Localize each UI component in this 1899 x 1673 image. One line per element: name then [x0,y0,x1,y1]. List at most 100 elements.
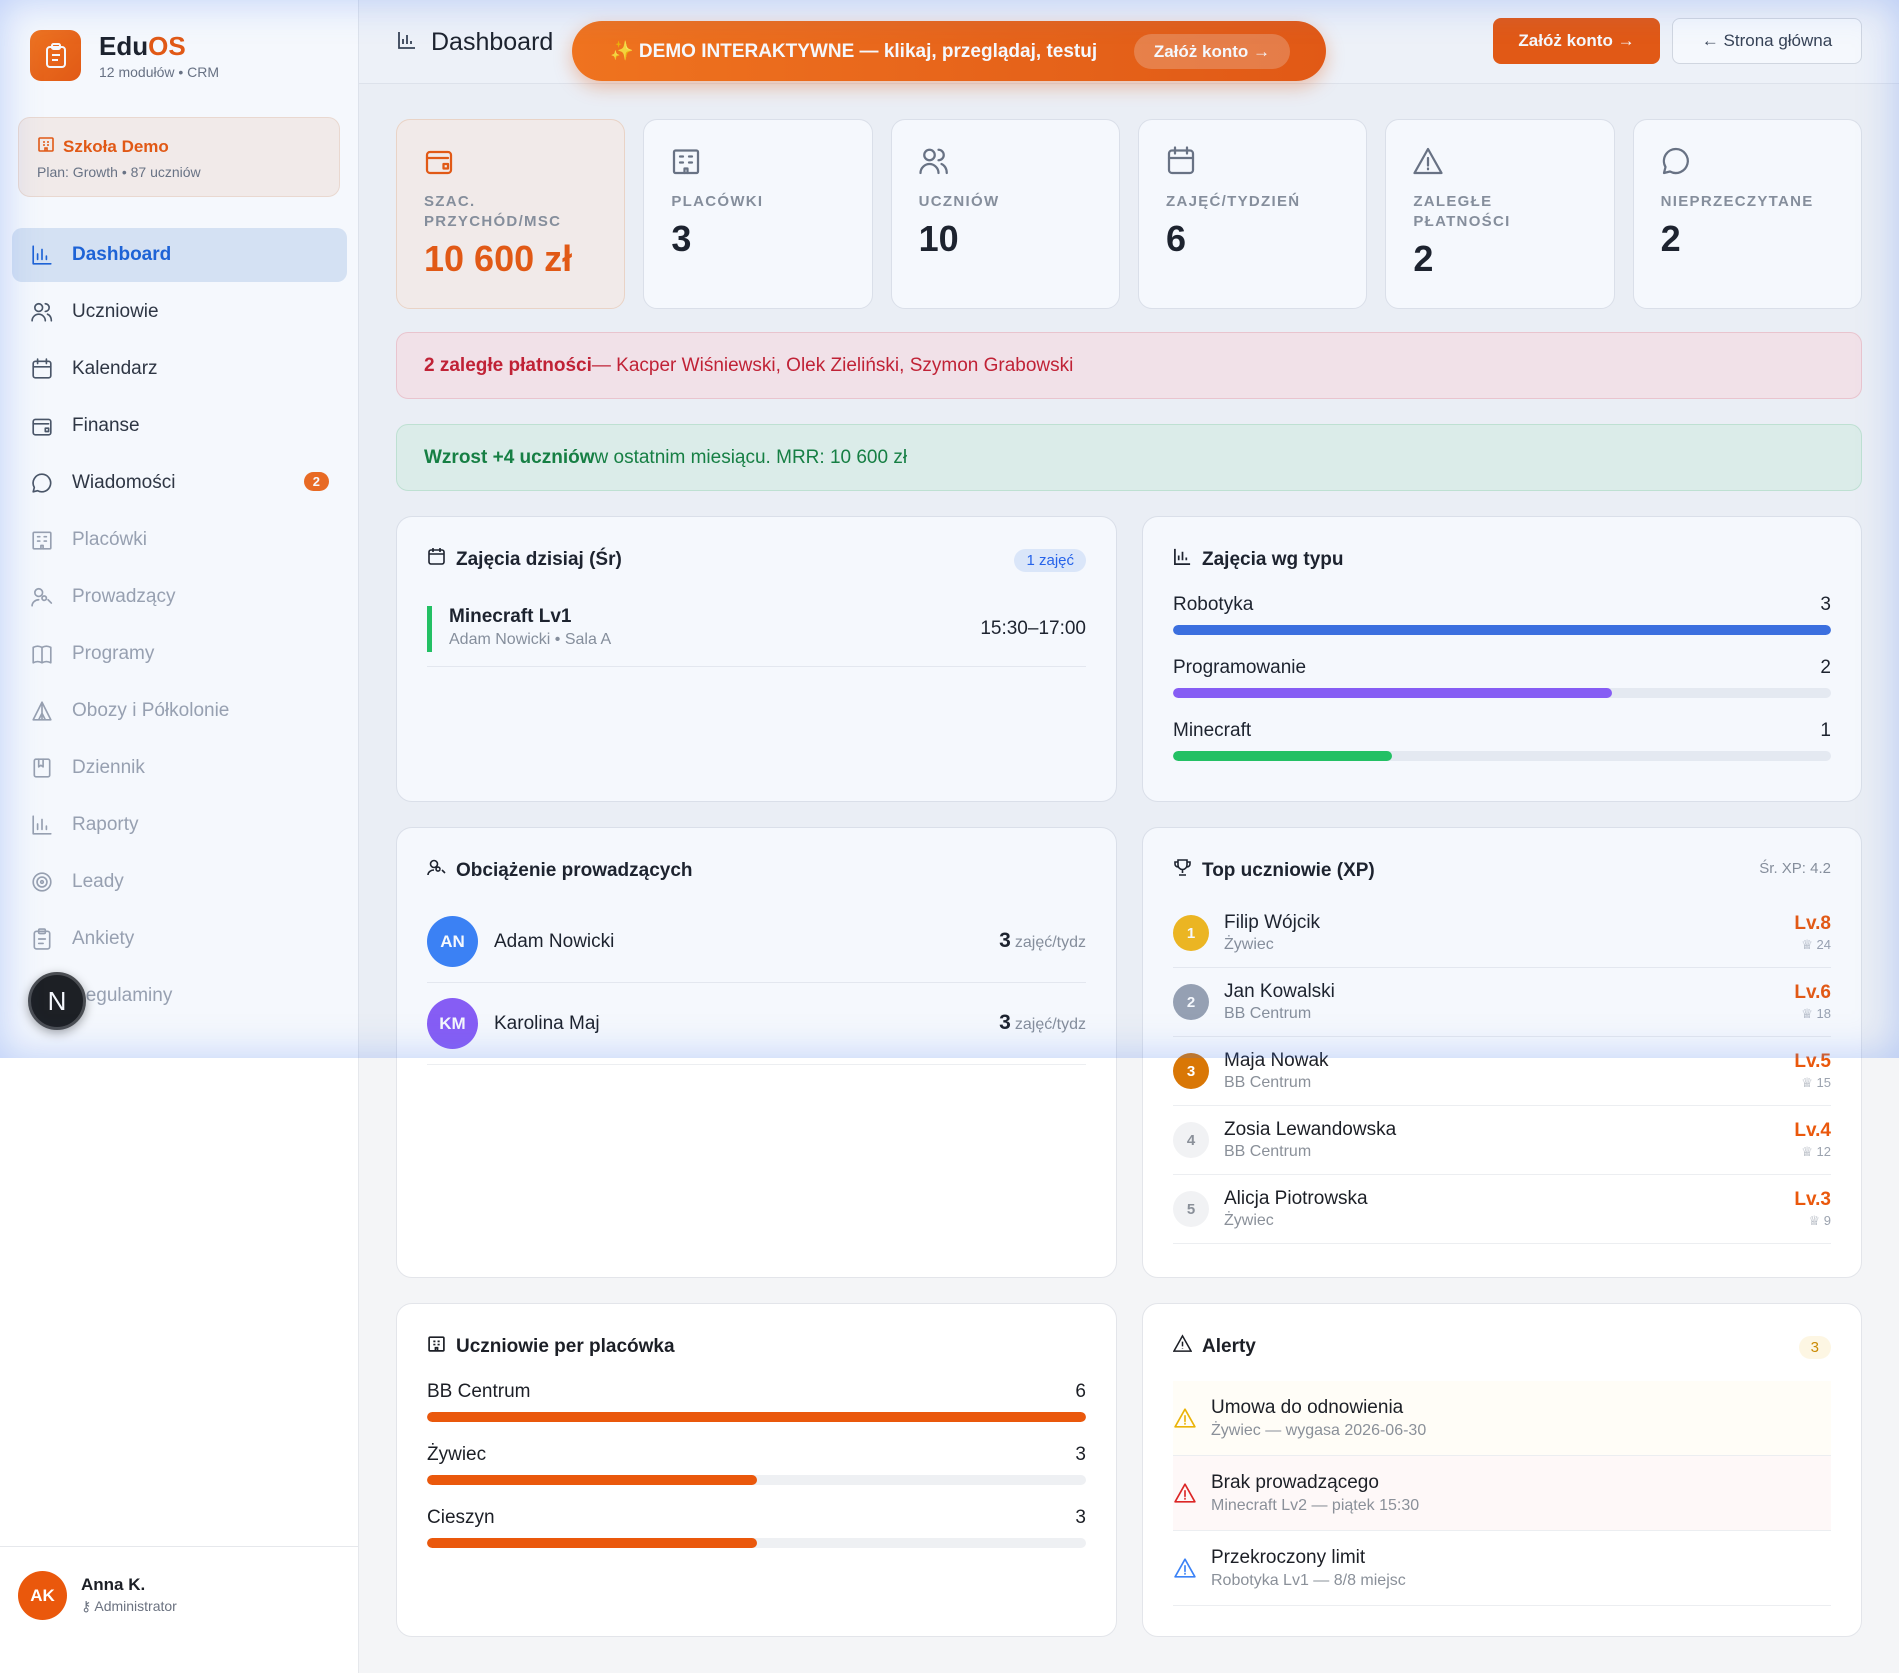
users-icon [30,300,54,324]
sidebar-item-wiadomości[interactable]: Wiadomości 2 [12,456,347,510]
bar-track [1173,751,1831,761]
class-details: Adam Nowicki • Sala A [449,631,612,648]
teacher-row[interactable]: KM Karolina Maj 3 zajęć/tydz [427,983,1086,1065]
alert-item[interactable]: Umowa do odnowienia Żywiec — wygasa 2026-… [1173,1381,1831,1456]
message-icon [30,471,54,495]
student-level: Lv.6 [1794,982,1831,1003]
class-item[interactable]: Minecraft Lv1 Adam Nowicki • Sala A 15:30–… [427,606,1086,652]
avg-xp-label: Śr. XP: 4.2 [1759,860,1831,877]
stat-card[interactable]: ZAJĘĆ/TYDZIEŃ 6 [1137,119,1368,309]
stat-value: 2 [1413,238,1434,279]
clipboard-icon [30,30,81,81]
building-icon [37,135,55,158]
sidebar-item-finanse[interactable]: Finanse [12,399,347,453]
student-level: Lv.5 [1794,1051,1831,1072]
sidebar-item-raporty[interactable]: Raporty [12,798,347,852]
trophy-icon: ♕ [1801,1006,1817,1021]
stat-card[interactable]: UCZNIÓW 10 [890,119,1120,309]
sidebar-item-dashboard[interactable]: Dashboard [12,228,347,282]
school-card[interactable]: Szkoła Demo Plan: Growth • 87 uczniów [18,117,340,197]
brand-name: EduOS [99,31,186,61]
sidebar-item-uczniowie[interactable]: Uczniowie [12,285,347,339]
stat-card[interactable]: NIEPRZECZYTANE 2 [1632,119,1862,309]
student-location: Żywiec [1224,1212,1274,1229]
stat-label: NIEPRZECZYTANE [1660,193,1814,210]
stat-value: 2 [1660,218,1681,259]
top-students-panel: Top uczniowie (XP) Śr. XP: 4.2 1 Filip Wó… [1142,827,1862,1278]
sidebar-item-obozy-i-półkolonie[interactable]: Obozy i Półkolonie [12,684,347,738]
trophy-icon [1173,858,1192,883]
user-box[interactable]: AK Anna K. ⚷ Administrator [0,1546,359,1673]
alert-details: Minecraft Lv2 — piątek 15:30 [1211,1496,1420,1514]
student-level: Lv.3 [1794,1189,1831,1210]
building-icon [427,1334,446,1359]
bar-row: BB Centrum 6 [427,1381,1086,1422]
student-xp: ♕ 9 [1808,1213,1831,1228]
student-xp: ♕ 24 [1801,937,1831,952]
student-row[interactable]: 4 Zosia Lewandowska BB Centrum Lv.4 ♕ 12 [1173,1106,1831,1175]
trophy-icon: ♕ [1801,937,1817,952]
student-row[interactable]: 3 Maja Nowak BB Centrum Lv.5 ♕ 15 [1173,1037,1831,1106]
sidebar-item-label: Dashboard [72,244,172,265]
alert-item[interactable]: Przekroczony limit Robotyka Lv1 — 8/8 mie… [1173,1531,1831,1606]
avatar: KM [427,998,478,1049]
stats-row: SZAC. PRZYCHÓD/MSC 10 600 zł PLACÓWKI 3 UCZN… [396,119,1862,309]
overdue-payments-alert[interactable]: 2 zaległe płatności — Kacper Wiśniewski,… [396,332,1862,399]
alert-item[interactable]: Brak prowadzącego Minecraft Lv2 — piątek … [1173,1456,1831,1531]
stat-card[interactable]: SZAC. PRZYCHÓD/MSC 10 600 zł [396,119,626,309]
classes-by-type-panel: Zajęcia wg typu Robotyka 3 Programowanie 2 M… [1142,516,1862,802]
stat-label: ZAJĘĆ/TYDZIEŃ [1165,193,1301,210]
student-level: Lv.8 [1794,913,1831,934]
teacher-row[interactable]: AN Adam Nowicki 3 zajęć/tydz [427,901,1086,983]
sidebar-item-label: Placówki [72,529,147,550]
teacher-load: 3 zajęć/tydz [999,1011,1086,1034]
bar-row: Programowanie 2 [1173,657,1831,698]
sidebar: EduOS 12 modułów • CRM Szkoła Demo Plan:… [0,0,359,1673]
rank-badge: 1 [1173,915,1209,951]
teacher-load-panel: Obciążenie prowadzących AN Adam Nowicki 3 z… [396,827,1117,1278]
book-icon [30,642,54,666]
brand[interactable]: EduOS 12 modułów • CRM [30,30,219,81]
student-xp: ♕ 15 [1801,1075,1831,1090]
sidebar-item-ankiety[interactable]: Ankiety [12,912,347,966]
next-dev-badge[interactable]: N [28,972,86,1030]
panel-title: Top uczniowie (XP) [1173,858,1831,883]
student-row[interactable]: 2 Jan Kowalski BB Centrum Lv.6 ♕ 18 [1173,968,1831,1037]
stat-card[interactable]: ZALEGŁE PŁATNOŚCI 2 [1385,119,1615,309]
sidebar-item-placówki[interactable]: Placówki [12,513,347,567]
sidebar-item-label: Dziennik [72,757,145,778]
school-name: Szkoła Demo [63,136,169,156]
bar-fill [427,1538,757,1548]
sidebar-item-prowadzący[interactable]: Prowadzący [12,570,347,624]
topbar: Dashboard ✨ DEMO INTERAKTYWNE — klikaj, … [359,0,1899,84]
home-button[interactable]: ← Strona główna [1672,18,1862,64]
sidebar-item-label: Ankiety [72,928,135,949]
user-role: ⚷ Administrator [81,1598,177,1614]
classes-count-badge: 1 zajęć [1014,549,1086,572]
sidebar-item-leady[interactable]: Leady [12,855,347,909]
alert-title: Brak prowadzącego [1211,1471,1379,1493]
wallet-icon [424,146,597,180]
student-name: Maja Nowak [1224,1050,1329,1071]
chart-icon [30,813,54,837]
signup-button[interactable]: Załóż konto → [1493,18,1660,64]
bar-label: BB Centrum [427,1381,531,1402]
bar-row: Minecraft 1 [1173,720,1831,761]
rank-badge: 3 [1173,1053,1209,1089]
bar-value: 3 [1075,1444,1086,1465]
teacher-name: Karolina Maj [494,1012,600,1034]
sidebar-item-dziennik[interactable]: Dziennik [12,741,347,795]
bar-fill [1173,688,1612,698]
sidebar-item-kalendarz[interactable]: Kalendarz [12,342,347,396]
bar-value: 1 [1820,720,1831,741]
student-xp: ♕ 12 [1801,1144,1831,1159]
student-row[interactable]: 1 Filip Wójcik Żywiec Lv.8 ♕ 24 [1173,899,1831,968]
building-icon [671,146,844,180]
student-row[interactable]: 5 Alicja Piotrowska Żywiec Lv.3 ♕ 9 [1173,1175,1831,1244]
sidebar-item-label: Leady [72,871,124,892]
alert-details: Żywiec — wygasa 2026-06-30 [1211,1421,1427,1439]
stat-card[interactable]: PLACÓWKI 3 [643,119,873,309]
demo-signup-button[interactable]: Załóż konto → [1133,34,1290,69]
sidebar-item-programy[interactable]: Programy [12,627,347,681]
stat-label: PLACÓWKI [671,193,764,210]
